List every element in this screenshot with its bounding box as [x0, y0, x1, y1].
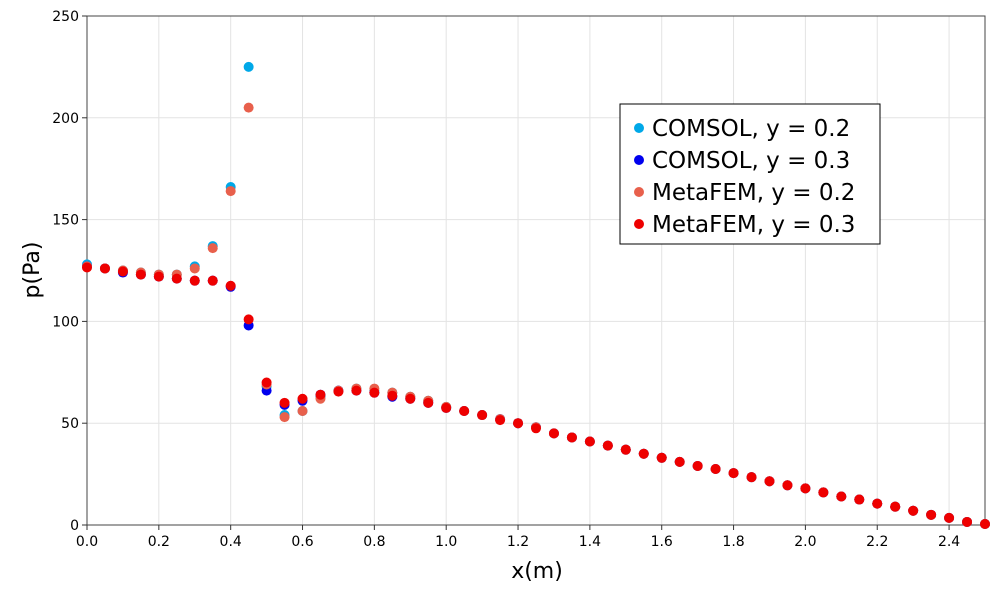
x-tick-label: 1.4 [579, 534, 601, 550]
y-axis-title: p(Pa) [20, 242, 45, 299]
x-tick-label: 2.0 [794, 534, 816, 550]
data-point [926, 509, 937, 520]
legend-item: MetaFEM, y = 0.2 [634, 180, 855, 206]
legend-label: MetaFEM, y = 0.3 [652, 212, 855, 238]
data-point [369, 387, 380, 398]
data-point [800, 483, 811, 494]
data-point [980, 518, 990, 529]
data-point [243, 61, 254, 72]
y-tick-label: 200 [52, 111, 79, 127]
y-tick-label: 150 [52, 213, 79, 229]
y-tick-label: 100 [52, 314, 79, 330]
data-point [297, 393, 308, 404]
data-point [908, 505, 919, 516]
x-tick-label: 1.0 [435, 534, 457, 550]
x-tick-label: 2.2 [866, 534, 888, 550]
data-point [333, 386, 344, 397]
x-tick-label: 0.6 [291, 534, 313, 550]
legend-label: COMSOL, y = 0.2 [652, 116, 850, 142]
data-point [836, 491, 847, 502]
data-point [315, 389, 326, 400]
data-point [531, 423, 541, 434]
data-point [962, 516, 973, 527]
legend-item: COMSOL, y = 0.2 [634, 116, 850, 142]
data-point [459, 405, 470, 416]
data-point [854, 494, 865, 505]
data-point [441, 402, 452, 413]
data-point [171, 273, 182, 284]
data-point [728, 468, 739, 479]
x-tick-label: 2.4 [938, 534, 960, 550]
data-point [566, 432, 577, 443]
data-point [99, 263, 110, 274]
data-point [656, 452, 667, 463]
legend-marker [634, 123, 644, 133]
legend-marker [634, 219, 644, 229]
data-point [602, 440, 613, 451]
data-point [225, 280, 236, 291]
legend: COMSOL, y = 0.2 COMSOL, y = 0.3 MetaFEM, y… [619, 103, 881, 245]
data-point [279, 397, 290, 408]
legend-label: COMSOL, y = 0.3 [652, 148, 850, 174]
data-point [872, 498, 883, 509]
data-point [548, 428, 559, 439]
data-point [746, 472, 757, 483]
data-point [351, 385, 362, 396]
data-point [207, 243, 218, 254]
data-point [297, 405, 308, 416]
data-point [189, 275, 200, 286]
x-tick-label: 0.0 [76, 534, 98, 550]
data-point [674, 456, 685, 467]
data-point [405, 393, 416, 404]
data-point [117, 266, 128, 277]
data-points [82, 61, 990, 529]
legend-label: MetaFEM, y = 0.2 [652, 180, 855, 206]
legend-marker [634, 187, 644, 197]
data-point [890, 501, 901, 512]
data-point [782, 480, 793, 491]
data-point [225, 186, 236, 197]
legend-item: MetaFEM, y = 0.3 [634, 212, 855, 238]
data-point [584, 436, 595, 447]
x-tick-label: 0.2 [148, 534, 170, 550]
data-point [423, 397, 434, 408]
data-point [710, 464, 721, 475]
data-point [638, 448, 649, 459]
data-point [387, 390, 398, 401]
data-point [818, 487, 829, 498]
data-point [944, 512, 955, 523]
data-point [189, 263, 200, 274]
series-4-points [82, 262, 990, 529]
data-point [692, 460, 703, 471]
legend-marker [634, 155, 644, 165]
data-point [261, 377, 272, 388]
x-axis-ticks: 0.0 0.2 0.4 0.6 0.8 1.0 1.2 1.4 1.6 1.8 2.0 2.2 2.4 [76, 525, 960, 550]
data-point [207, 275, 218, 286]
data-point [279, 412, 290, 423]
x-tick-label: 1.8 [722, 534, 744, 550]
y-tick-label: 250 [52, 9, 79, 25]
x-tick-label: 1.6 [651, 534, 673, 550]
legend-item: COMSOL, y = 0.3 [634, 148, 850, 174]
data-point [243, 102, 254, 113]
x-tick-label: 1.2 [507, 534, 529, 550]
y-tick-label: 50 [61, 416, 79, 432]
x-axis-title: x(m) [511, 559, 563, 584]
data-point [513, 418, 524, 429]
x-tick-label: 0.4 [220, 534, 242, 550]
y-axis-ticks: 0 50 100 150 200 250 [52, 9, 87, 534]
legend-box [619, 103, 881, 245]
y-tick-label: 0 [70, 518, 79, 534]
data-point [135, 269, 146, 280]
data-point [153, 271, 164, 282]
data-point [82, 262, 92, 273]
x-tick-label: 0.8 [363, 534, 385, 550]
data-point [764, 476, 775, 487]
data-point [243, 314, 254, 325]
data-point [620, 444, 631, 455]
data-point [495, 415, 506, 426]
data-point [477, 410, 488, 421]
